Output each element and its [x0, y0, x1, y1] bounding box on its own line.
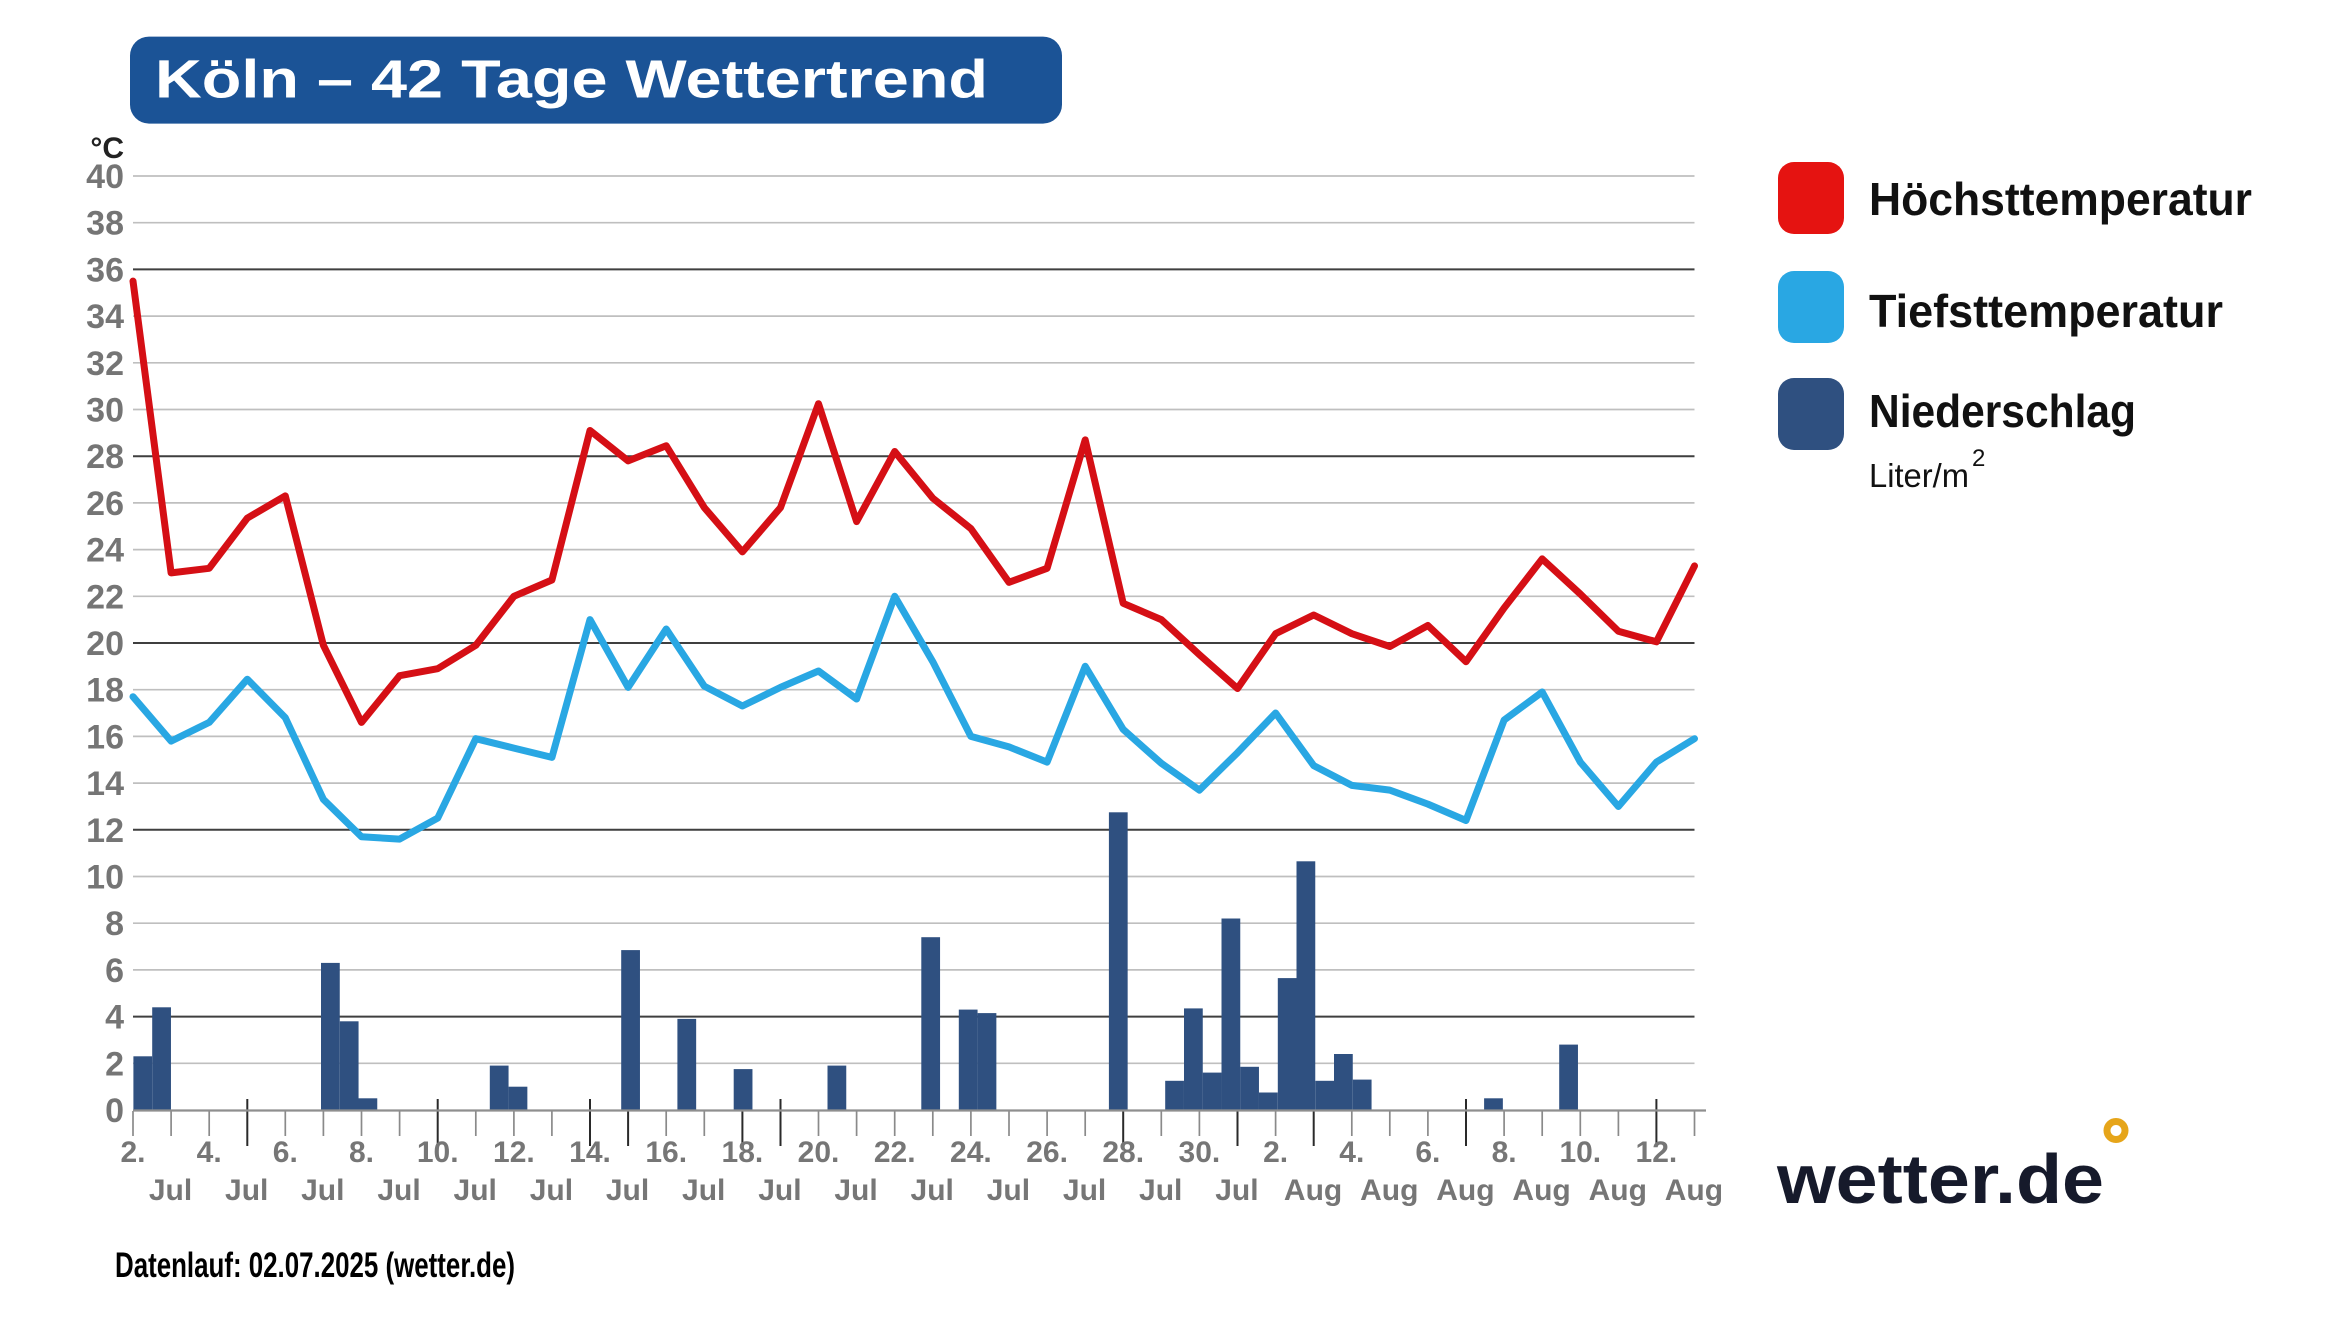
- svg-text:Aug: Aug: [1436, 1174, 1494, 1207]
- svg-text:14.: 14.: [569, 1136, 611, 1169]
- svg-text:Liter/m: Liter/m: [1869, 457, 1969, 494]
- svg-text:14: 14: [86, 765, 124, 803]
- svg-text:10: 10: [86, 859, 124, 897]
- svg-text:26: 26: [86, 485, 124, 523]
- svg-text:Jul: Jul: [377, 1174, 420, 1207]
- svg-text:Tiefsttemperatur: Tiefsttemperatur: [1869, 285, 2223, 337]
- svg-text:Jul: Jul: [149, 1174, 192, 1207]
- svg-text:8.: 8.: [349, 1136, 374, 1169]
- svg-text:8: 8: [105, 905, 124, 943]
- svg-text:wetter.de: wetter.de: [1776, 1140, 2104, 1218]
- svg-text:2: 2: [105, 1045, 124, 1083]
- svg-text:34: 34: [86, 298, 124, 336]
- svg-text:Jul: Jul: [987, 1174, 1030, 1207]
- svg-text:20.: 20.: [798, 1136, 840, 1169]
- svg-text:10.: 10.: [417, 1136, 459, 1169]
- svg-text:Jul: Jul: [301, 1174, 344, 1207]
- svg-text:4: 4: [105, 999, 124, 1037]
- svg-text:Aug: Aug: [1589, 1174, 1647, 1207]
- svg-text:Jul: Jul: [758, 1174, 801, 1207]
- svg-text:6.: 6.: [273, 1136, 298, 1169]
- svg-text:Aug: Aug: [1512, 1174, 1570, 1207]
- svg-text:12.: 12.: [1636, 1136, 1678, 1169]
- svg-text:Höchsttemperatur: Höchsttemperatur: [1869, 173, 2252, 225]
- svg-text:4.: 4.: [197, 1136, 222, 1169]
- svg-text:Datenlauf: 02.07.2025 (wetter.: Datenlauf: 02.07.2025 (wetter.de): [115, 1246, 515, 1285]
- svg-text:Jul: Jul: [911, 1174, 954, 1207]
- svg-text:Jul: Jul: [1215, 1174, 1258, 1207]
- svg-text:26.: 26.: [1026, 1136, 1068, 1169]
- svg-text:0: 0: [105, 1092, 124, 1130]
- svg-text:22.: 22.: [874, 1136, 916, 1169]
- svg-text:Aug: Aug: [1665, 1174, 1723, 1207]
- svg-text:24.: 24.: [950, 1136, 992, 1169]
- svg-text:Köln – 42 Tage Wettertrend: Köln – 42 Tage Wettertrend: [155, 50, 988, 110]
- svg-text:16: 16: [86, 718, 124, 756]
- svg-text:30: 30: [86, 392, 124, 430]
- svg-text:40: 40: [86, 158, 124, 196]
- svg-text:20: 20: [86, 625, 124, 663]
- svg-text:18: 18: [86, 672, 124, 710]
- svg-text:4.: 4.: [1339, 1136, 1364, 1169]
- svg-text:30.: 30.: [1179, 1136, 1221, 1169]
- svg-text:6: 6: [105, 952, 124, 990]
- svg-text:Jul: Jul: [1139, 1174, 1182, 1207]
- svg-text:18.: 18.: [722, 1136, 764, 1169]
- svg-text:22: 22: [86, 578, 124, 616]
- svg-text:°C: °C: [90, 132, 124, 165]
- svg-text:8.: 8.: [1492, 1136, 1517, 1169]
- svg-text:2.: 2.: [120, 1136, 145, 1169]
- svg-text:Aug: Aug: [1360, 1174, 1418, 1207]
- svg-text:6.: 6.: [1415, 1136, 1440, 1169]
- svg-text:2.: 2.: [1263, 1136, 1288, 1169]
- svg-text:24: 24: [86, 532, 124, 570]
- svg-text:12.: 12.: [493, 1136, 535, 1169]
- svg-text:Niederschlag: Niederschlag: [1869, 385, 2136, 437]
- svg-text:Aug: Aug: [1284, 1174, 1342, 1207]
- svg-text:Jul: Jul: [834, 1174, 877, 1207]
- svg-text:16.: 16.: [645, 1136, 687, 1169]
- svg-text:Jul: Jul: [606, 1174, 649, 1207]
- svg-text:2: 2: [1972, 445, 1985, 472]
- svg-text:12: 12: [86, 812, 124, 850]
- svg-text:Jul: Jul: [454, 1174, 497, 1207]
- svg-text:Jul: Jul: [225, 1174, 268, 1207]
- svg-text:Jul: Jul: [530, 1174, 573, 1207]
- svg-text:28.: 28.: [1102, 1136, 1144, 1169]
- svg-text:Jul: Jul: [682, 1174, 725, 1207]
- svg-text:10.: 10.: [1559, 1136, 1601, 1169]
- svg-text:38: 38: [86, 205, 124, 243]
- svg-text:36: 36: [86, 251, 124, 289]
- svg-text:Jul: Jul: [1063, 1174, 1106, 1207]
- svg-text:28: 28: [86, 438, 124, 476]
- svg-text:32: 32: [86, 345, 124, 383]
